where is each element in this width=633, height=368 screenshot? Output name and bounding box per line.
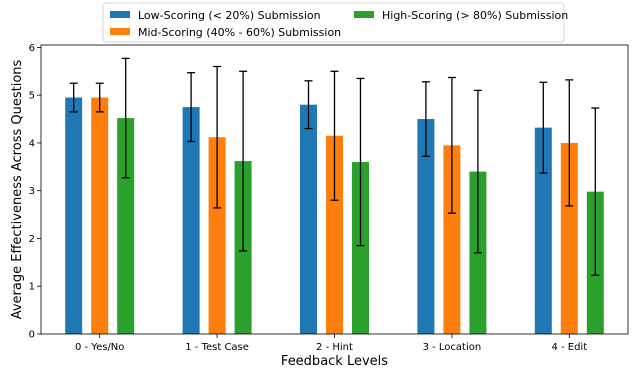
bar bbox=[326, 135, 343, 334]
y-tick-label: 6 bbox=[29, 43, 35, 54]
y-tick-label: 1 bbox=[29, 282, 35, 293]
legend-box bbox=[102, 2, 565, 43]
x-axis: 0 - Yes/No 1 - Test Case 2 - Hint 3 - Locat… bbox=[75, 334, 587, 353]
legend: Low-Scoring (< 20%) Submission Mid-Scorin… bbox=[102, 2, 568, 43]
bar bbox=[560, 142, 578, 334]
y-tick-label: 3 bbox=[29, 186, 35, 197]
x-tick-label: 2 - Hint bbox=[316, 342, 353, 353]
bar bbox=[65, 97, 83, 334]
y-tick-label: 5 bbox=[29, 91, 35, 102]
bar bbox=[417, 119, 435, 334]
x-tick-label: 1 - Test Case bbox=[185, 342, 249, 353]
y-axis: 0 1 2 3 4 5 6 bbox=[29, 43, 41, 341]
bar bbox=[117, 118, 135, 334]
x-axis-label: Feedback Levels bbox=[281, 354, 388, 368]
y-tick-label: 4 bbox=[29, 138, 35, 149]
legend-swatch bbox=[110, 11, 130, 18]
y-tick-label: 2 bbox=[29, 234, 35, 245]
error-bars-layer bbox=[69, 57, 600, 276]
bar bbox=[91, 97, 109, 334]
legend-label: High-Scoring (> 80%) Submission bbox=[382, 9, 568, 22]
y-axis-label: Average Effectiveness Across Questions bbox=[10, 59, 25, 319]
bar bbox=[534, 127, 552, 334]
y-tick-label: 0 bbox=[29, 330, 35, 341]
legend-label: Low-Scoring (< 20%) Submission bbox=[138, 9, 321, 22]
bar bbox=[443, 145, 461, 334]
x-tick-label: 3 - Location bbox=[423, 342, 482, 353]
bar bbox=[208, 137, 226, 334]
legend-label: Mid-Scoring (40% - 60%) Submission bbox=[138, 26, 341, 39]
bar bbox=[352, 162, 369, 334]
x-tick-label: 0 - Yes/No bbox=[75, 342, 124, 353]
x-tick-label: 4 - Edit bbox=[551, 342, 587, 353]
bars-layer bbox=[65, 97, 604, 334]
bar bbox=[300, 104, 317, 334]
legend-swatch bbox=[110, 28, 130, 35]
bar bbox=[182, 107, 200, 334]
legend-swatch bbox=[354, 11, 374, 18]
